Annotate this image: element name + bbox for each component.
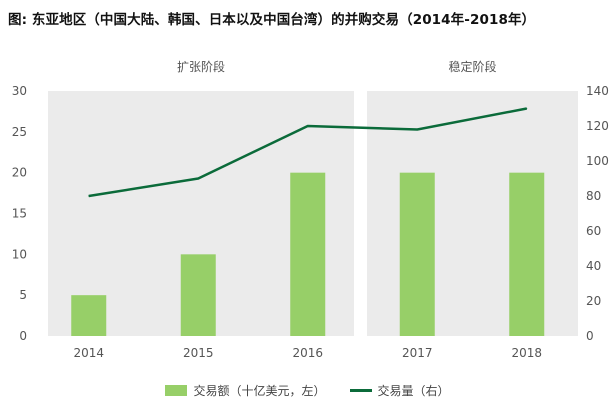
line-point bbox=[526, 108, 528, 109]
x-tick-label: 2017 bbox=[402, 346, 433, 360]
bar bbox=[399, 172, 435, 336]
y-left-tick-label: 25 bbox=[12, 125, 27, 139]
line-point bbox=[88, 195, 90, 197]
bar bbox=[71, 295, 107, 336]
y-right-tick-label: 120 bbox=[586, 119, 609, 133]
y-right-tick-label: 60 bbox=[586, 224, 601, 238]
y-left-tick-label: 15 bbox=[12, 207, 27, 221]
y-right-tick-label: 100 bbox=[586, 154, 609, 168]
x-tick-label: 2015 bbox=[183, 346, 214, 360]
legend-swatch-bar bbox=[165, 385, 188, 396]
x-tick-label: 2014 bbox=[73, 346, 104, 360]
line-point bbox=[307, 125, 309, 127]
y-left-tick-label: 0 bbox=[19, 329, 27, 343]
x-tick-label: 2016 bbox=[292, 346, 323, 360]
line-point bbox=[197, 178, 199, 179]
y-left-tick-label: 20 bbox=[12, 166, 27, 180]
line-point bbox=[416, 129, 418, 130]
legend-item-line: 交易量（右） bbox=[349, 382, 450, 399]
y-left-tick-label: 10 bbox=[12, 247, 27, 261]
y-left-tick-label: 5 bbox=[19, 288, 27, 302]
legend: 交易额（十亿美元，左） 交易量（右） bbox=[0, 382, 615, 399]
bar bbox=[180, 254, 216, 336]
bar bbox=[509, 172, 545, 336]
bar bbox=[290, 172, 326, 336]
y-left-tick-label: 30 bbox=[12, 84, 27, 98]
legend-label-line: 交易量（右） bbox=[377, 384, 450, 398]
chart-title: 图: 东亚地区（中国大陆、韩国、日本以及中国台湾）的并购交易（2014年-201… bbox=[8, 12, 536, 28]
y-right-tick-label: 20 bbox=[586, 294, 601, 308]
y-right-tick-label: 80 bbox=[586, 189, 601, 203]
y-right-tick-label: 0 bbox=[586, 329, 594, 343]
legend-swatch-line bbox=[349, 389, 372, 392]
phase-label: 扩张阶段 bbox=[177, 59, 225, 74]
phase-label: 稳定阶段 bbox=[448, 59, 496, 74]
y-right-tick-label: 40 bbox=[586, 259, 601, 273]
x-tick-label: 2018 bbox=[511, 346, 542, 360]
legend-item-bar: 交易额（十亿美元，左） bbox=[165, 382, 326, 399]
y-right-tick-label: 140 bbox=[586, 84, 609, 98]
legend-label-bar: 交易额（十亿美元，左） bbox=[193, 384, 326, 398]
